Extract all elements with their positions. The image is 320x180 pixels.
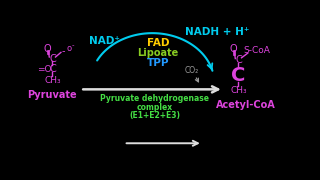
Text: =O: =O — [37, 65, 52, 74]
Text: Acetyl-CoA: Acetyl-CoA — [216, 100, 276, 110]
Text: -: - — [61, 46, 65, 56]
Text: TPP: TPP — [147, 58, 169, 68]
Text: O: O — [230, 44, 237, 53]
Text: complex: complex — [137, 103, 173, 112]
Text: NAD⁺: NAD⁺ — [89, 36, 120, 46]
Text: NADH + H⁺: NADH + H⁺ — [185, 27, 249, 37]
Text: C: C — [231, 66, 245, 85]
Text: Pyruvate: Pyruvate — [28, 90, 77, 100]
Text: C: C — [235, 55, 242, 65]
Text: C: C — [49, 54, 56, 64]
Text: CO₂: CO₂ — [185, 66, 199, 75]
Text: o: o — [67, 44, 72, 53]
Text: C: C — [49, 64, 56, 74]
Text: CH₃: CH₃ — [230, 86, 247, 95]
Text: FAD: FAD — [147, 38, 169, 48]
Text: Pyruvate dehydrogenase: Pyruvate dehydrogenase — [100, 94, 209, 103]
Text: -: - — [72, 42, 75, 48]
Text: S-CoA: S-CoA — [244, 46, 270, 55]
Text: (E1+E2+E3): (E1+E2+E3) — [129, 111, 180, 120]
Text: Lipoate: Lipoate — [137, 48, 179, 58]
Text: CH₃: CH₃ — [44, 76, 61, 85]
Text: O: O — [44, 44, 52, 53]
